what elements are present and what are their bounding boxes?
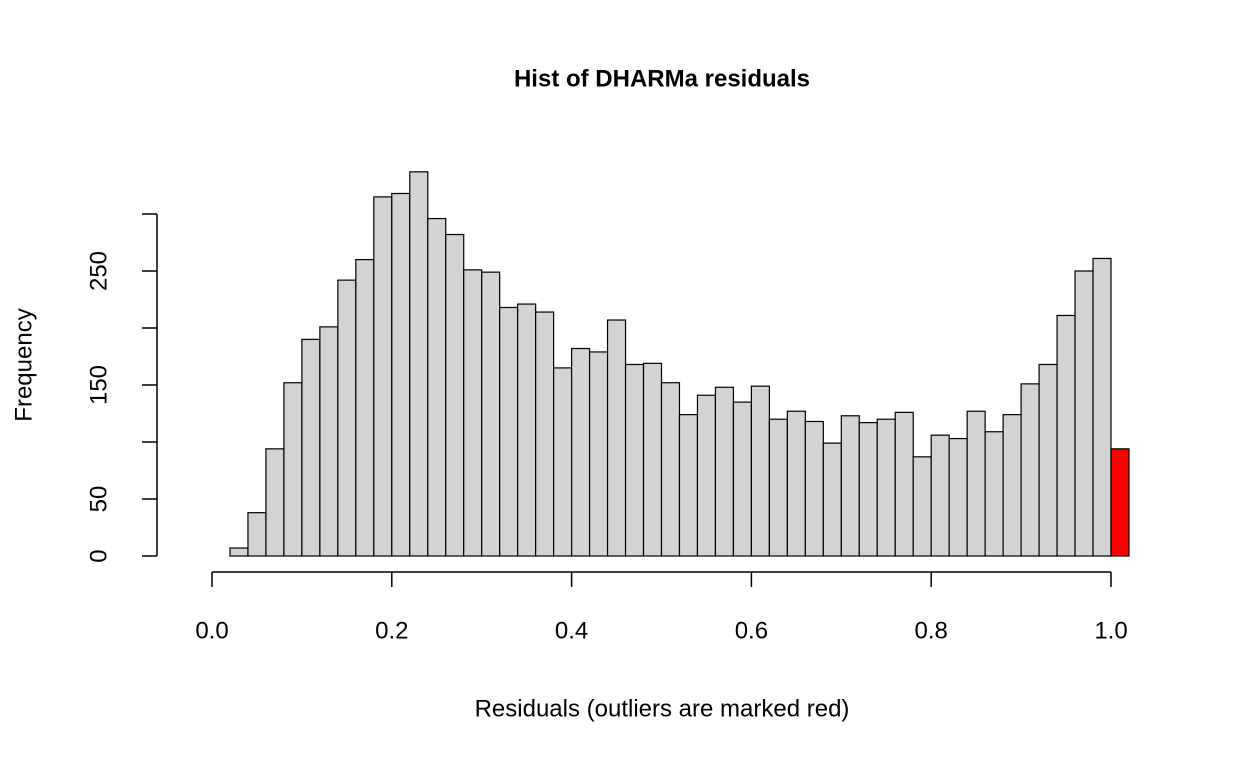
bar bbox=[499, 306, 519, 557]
bar bbox=[1020, 383, 1040, 557]
bar bbox=[355, 259, 375, 557]
bar bbox=[624, 363, 645, 557]
bar bbox=[642, 362, 663, 557]
bar bbox=[1110, 448, 1130, 557]
bar bbox=[301, 338, 321, 557]
bar bbox=[265, 448, 285, 557]
bar bbox=[606, 319, 627, 557]
chart-title: Hist of DHARMa residuals bbox=[514, 65, 810, 92]
bar bbox=[732, 401, 752, 557]
x-tick-label: 1.0 bbox=[1094, 617, 1127, 644]
x-tick-label: 0.4 bbox=[555, 617, 588, 644]
bar bbox=[229, 547, 249, 557]
bar bbox=[247, 512, 267, 557]
bar bbox=[822, 442, 842, 557]
bar bbox=[876, 418, 896, 557]
bar bbox=[283, 382, 303, 557]
y-tick-label: 50 bbox=[85, 486, 112, 513]
x-tick-label: 0.8 bbox=[915, 617, 948, 644]
bar bbox=[966, 410, 986, 557]
bar bbox=[337, 279, 357, 557]
bar bbox=[696, 394, 717, 557]
bar bbox=[1074, 270, 1094, 557]
bar bbox=[660, 382, 681, 557]
bar bbox=[840, 415, 860, 557]
bar bbox=[588, 351, 609, 557]
bar bbox=[1092, 257, 1112, 557]
bar bbox=[535, 311, 555, 557]
bar bbox=[409, 171, 429, 557]
x-axis-label: Residuals (outliers are marked red) bbox=[475, 695, 850, 722]
bar bbox=[553, 367, 573, 557]
bar bbox=[517, 303, 537, 557]
bar bbox=[319, 326, 339, 557]
x-tick-label: 0.0 bbox=[195, 617, 228, 644]
x-tick-label: 0.6 bbox=[735, 617, 768, 644]
bar bbox=[678, 414, 699, 557]
bar bbox=[912, 456, 932, 557]
bar bbox=[1056, 314, 1076, 557]
bar bbox=[1038, 363, 1058, 557]
bar bbox=[1002, 414, 1022, 557]
bar bbox=[481, 271, 501, 557]
bar bbox=[804, 420, 824, 557]
bar bbox=[463, 269, 483, 557]
bar bbox=[373, 196, 393, 557]
bar bbox=[786, 410, 806, 557]
bar bbox=[894, 411, 914, 557]
bar bbox=[445, 233, 465, 557]
bar bbox=[984, 431, 1004, 557]
bar bbox=[570, 347, 591, 557]
bar bbox=[427, 217, 447, 557]
y-tick-label: 0 bbox=[85, 549, 112, 562]
bar bbox=[930, 434, 950, 557]
y-axis-label: Frequency bbox=[10, 308, 37, 421]
y-tick-label: 150 bbox=[85, 365, 112, 405]
y-tick-label: 250 bbox=[85, 251, 112, 291]
x-tick-label: 0.2 bbox=[375, 617, 408, 644]
bar bbox=[750, 385, 770, 557]
bar bbox=[714, 386, 735, 557]
bar bbox=[858, 422, 878, 557]
bar bbox=[948, 437, 968, 557]
bar bbox=[768, 418, 788, 557]
bar bbox=[391, 192, 411, 557]
